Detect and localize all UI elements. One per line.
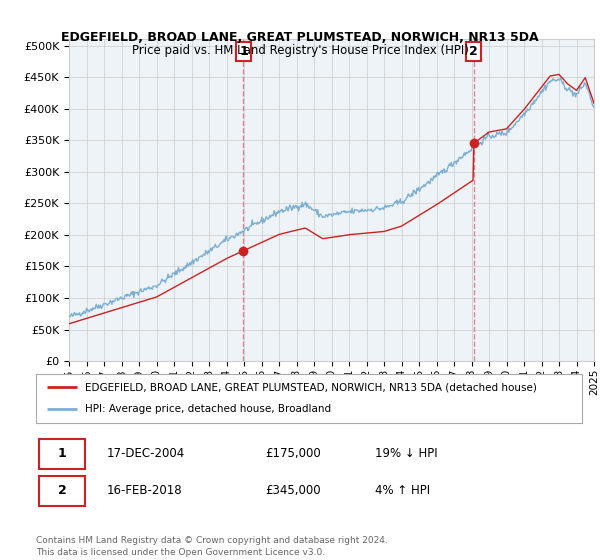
Text: £345,000: £345,000 [265,484,321,497]
Text: Price paid vs. HM Land Registry's House Price Index (HPI): Price paid vs. HM Land Registry's House … [131,44,469,57]
Text: 1: 1 [58,447,67,460]
Text: 17-DEC-2004: 17-DEC-2004 [107,447,185,460]
Text: 19% ↓ HPI: 19% ↓ HPI [374,447,437,460]
Text: Contains HM Land Registry data © Crown copyright and database right 2024.
This d: Contains HM Land Registry data © Crown c… [36,536,388,557]
Text: 16-FEB-2018: 16-FEB-2018 [107,484,182,497]
Text: 4% ↑ HPI: 4% ↑ HPI [374,484,430,497]
Text: HPI: Average price, detached house, Broadland: HPI: Average price, detached house, Broa… [85,404,331,414]
Text: £175,000: £175,000 [265,447,321,460]
Text: 2: 2 [58,484,67,497]
Text: EDGEFIELD, BROAD LANE, GREAT PLUMSTEAD, NORWICH, NR13 5DA (detached house): EDGEFIELD, BROAD LANE, GREAT PLUMSTEAD, … [85,382,537,393]
FancyBboxPatch shape [39,438,85,469]
Text: 1: 1 [239,45,248,58]
Text: 2: 2 [469,45,478,58]
FancyBboxPatch shape [39,476,85,506]
Text: EDGEFIELD, BROAD LANE, GREAT PLUMSTEAD, NORWICH, NR13 5DA: EDGEFIELD, BROAD LANE, GREAT PLUMSTEAD, … [61,31,539,44]
